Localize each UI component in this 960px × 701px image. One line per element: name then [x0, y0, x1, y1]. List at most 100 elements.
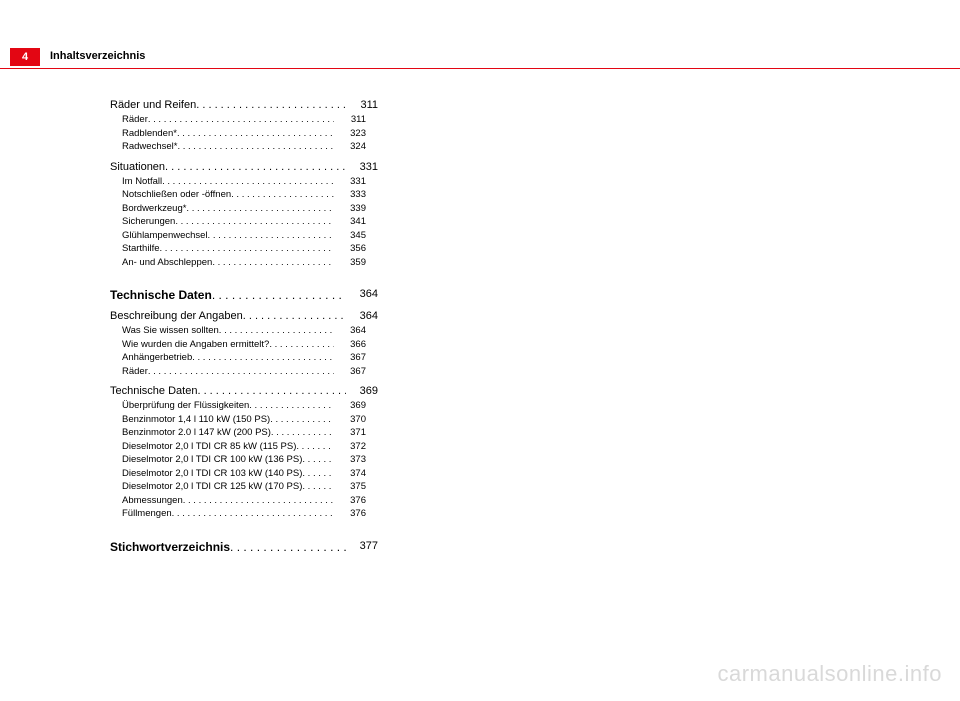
toc-row: Technische Daten 369: [110, 386, 378, 397]
toc-label: Starthilfe: [122, 244, 160, 254]
toc-page-number: 373: [334, 455, 366, 465]
toc-row: Räder367: [110, 367, 366, 377]
toc-label: Dieselmotor 2,0 l TDI CR 100 kW (136 PS): [122, 455, 302, 465]
toc-page-number: 311: [334, 115, 366, 125]
toc-leader-dots: [249, 401, 334, 411]
toc-label: Radwechsel*: [122, 142, 177, 152]
toc-page-number: 369: [334, 401, 366, 411]
toc-leader-dots: [243, 311, 346, 322]
toc-label: Technische Daten: [110, 386, 197, 397]
toc-leader-dots: [302, 469, 334, 479]
toc-label: Stichwortverzeichnis: [110, 541, 230, 553]
toc-row: Stichwortverzeichnis 377: [110, 541, 378, 553]
toc-row: Dieselmotor 2,0 l TDI CR 103 kW (140 PS)…: [110, 469, 366, 479]
toc-page-number: 372: [334, 442, 366, 452]
toc-label: Situationen: [110, 162, 165, 173]
toc-page-number: 370: [334, 415, 366, 425]
toc-row: Bordwerkzeug*339: [110, 204, 366, 214]
toc-label: Dieselmotor 2,0 l TDI CR 125 kW (170 PS): [122, 482, 302, 492]
header-rule: [0, 68, 960, 69]
toc-row: Dieselmotor 2,0 l TDI CR 85 kW (115 PS)3…: [110, 442, 366, 452]
toc-page-number: 323: [334, 129, 366, 139]
toc-leader-dots: [183, 496, 334, 506]
toc-page-number: 356: [334, 244, 366, 254]
toc-label: Notschließen oder -öffnen: [122, 190, 231, 200]
toc-label: Beschreibung der Angaben: [110, 311, 243, 322]
toc-label: Benzinmotor 1,4 l 110 kW (150 PS): [122, 415, 270, 425]
toc-page-number: 364: [334, 326, 366, 336]
toc-page-number: 369: [346, 386, 378, 397]
toc-column: Räder und Reifen311 Räder 311 Radblenden* 32…: [110, 100, 378, 559]
toc-leader-dots: [162, 177, 334, 187]
toc-row: Überprüfung der Flüssigkeiten 369: [110, 401, 366, 411]
header-title: Inhaltsverzeichnis: [50, 50, 145, 62]
toc-row: Räder 311: [110, 115, 366, 125]
toc-row: Abmessungen376: [110, 496, 366, 506]
toc-row: Räder und Reifen311: [110, 100, 378, 111]
toc-page-number: 339: [334, 204, 366, 214]
toc-leader-dots: [160, 244, 335, 254]
toc-row: An- und Abschleppen 359: [110, 258, 366, 268]
toc-row: Starthilfe 356: [110, 244, 366, 254]
toc-page-number: 377: [346, 541, 378, 553]
toc-leader-dots: [172, 509, 334, 519]
toc-leader-dots: [186, 204, 334, 214]
toc-row: Dieselmotor 2,0 l TDI CR 125 kW (170 PS)…: [110, 482, 366, 492]
toc-row: Füllmengen 376: [110, 509, 366, 519]
toc-label: Radblenden*: [122, 129, 177, 139]
toc-row: Notschließen oder -öffnen 333: [110, 190, 366, 200]
toc-page-number: 333: [334, 190, 366, 200]
toc-page-number: 331: [334, 177, 366, 187]
toc-leader-dots: [148, 115, 334, 125]
toc-leader-dots: [302, 482, 334, 492]
toc-label: Überprüfung der Flüssigkeiten: [122, 401, 249, 411]
toc-label: Wie wurden die Angaben ermittelt?: [122, 340, 269, 350]
toc-leader-dots: [271, 428, 334, 438]
toc-leader-dots: [212, 258, 334, 268]
toc-leader-dots: [148, 367, 334, 377]
toc-page-number: 375: [334, 482, 366, 492]
toc-label: Räder: [122, 115, 148, 125]
toc-label: An- und Abschleppen: [122, 258, 212, 268]
toc-row: Im Notfall 331: [110, 177, 366, 187]
toc-label: Räder: [122, 367, 148, 377]
toc-leader-dots: [196, 100, 346, 111]
toc-page-number: 364: [346, 289, 378, 301]
toc-page-number: 376: [334, 496, 366, 506]
toc-row: Situationen 331: [110, 162, 378, 173]
toc-label: Im Notfall: [122, 177, 162, 187]
toc-leader-dots: [177, 142, 334, 152]
toc-row: Beschreibung der Angaben 364: [110, 311, 378, 322]
toc-row: Dieselmotor 2,0 l TDI CR 100 kW (136 PS)…: [110, 455, 366, 465]
toc-row: Glühlampenwechsel 345: [110, 231, 366, 241]
toc-page-number: 374: [334, 469, 366, 479]
toc-page-number: 324: [334, 142, 366, 152]
toc-row: Technische Daten 364: [110, 289, 378, 301]
toc-row: Benzinmotor 2.0 l 147 kW (200 PS)371: [110, 428, 366, 438]
toc-page-number: 359: [334, 258, 366, 268]
toc-leader-dots: [230, 541, 346, 553]
toc-leader-dots: [269, 340, 334, 350]
toc-label: Sicherungen: [122, 217, 175, 227]
toc-leader-dots: [165, 162, 346, 173]
toc-label: Füllmengen: [122, 509, 172, 519]
toc-row: Anhängerbetrieb 367: [110, 353, 366, 363]
toc-page-number: 367: [334, 353, 366, 363]
toc-page-number: 376: [334, 509, 366, 519]
toc-row: Radwechsel* 324: [110, 142, 366, 152]
toc-label: Technische Daten: [110, 289, 212, 301]
toc-page-number: 341: [334, 217, 366, 227]
toc-label: Was Sie wissen sollten: [122, 326, 219, 336]
toc-page-number: 371: [334, 428, 366, 438]
toc-page-number: 345: [334, 231, 366, 241]
toc-label: Anhängerbetrieb: [122, 353, 192, 363]
toc-leader-dots: [197, 386, 346, 397]
toc-page-number: 331: [346, 162, 378, 173]
toc-row: Sicherungen 341: [110, 217, 366, 227]
toc-label: Glühlampenwechsel: [122, 231, 208, 241]
toc-leader-dots: [270, 415, 334, 425]
toc-leader-dots: [177, 129, 334, 139]
toc-page-number: 364: [346, 311, 378, 322]
page-header: 4 Inhaltsverzeichnis: [0, 48, 960, 70]
toc-page-number: 311: [346, 100, 378, 111]
